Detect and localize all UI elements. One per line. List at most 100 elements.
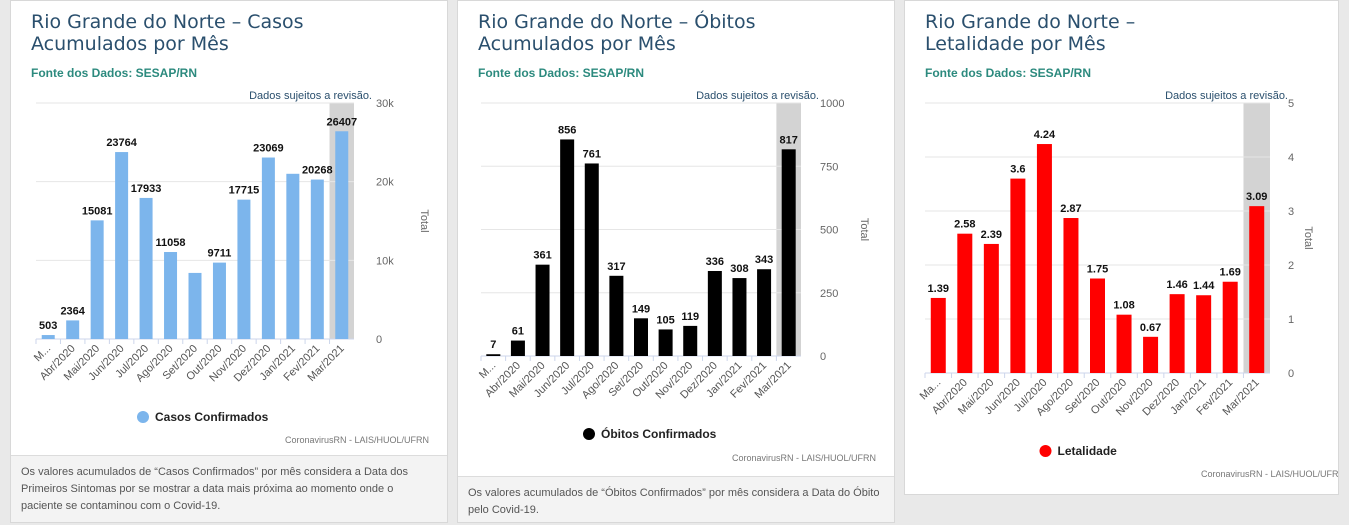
y-tick-label: 0 xyxy=(820,351,826,363)
data-label: 105 xyxy=(656,314,674,326)
data-label: 7 xyxy=(490,339,496,351)
chart-credit: CoronavirusRN - LAIS/HUOL/UFRN xyxy=(285,435,429,445)
bar xyxy=(560,139,575,356)
bar xyxy=(1036,144,1052,373)
data-label: 20268 xyxy=(302,165,333,177)
card-casos: Rio Grande do Norte – Casos Acumulados p… xyxy=(10,0,448,523)
bar xyxy=(41,335,55,339)
data-label: 2.39 xyxy=(981,229,1002,241)
data-label: 2364 xyxy=(60,305,85,317)
data-label: 149 xyxy=(632,303,650,315)
data-label: 1.39 xyxy=(928,283,949,295)
data-label: 17715 xyxy=(229,185,260,197)
legend-marker xyxy=(1039,445,1052,457)
footnote: Os valores acumulados de “Óbitos Confirm… xyxy=(458,476,894,522)
card-letalidade: Rio Grande do Norte – Letalidade por Mês… xyxy=(904,0,1339,495)
bar xyxy=(237,199,251,339)
data-label: 1.08 xyxy=(1113,300,1134,312)
y-tick-label: 2 xyxy=(1288,260,1294,272)
bar xyxy=(983,243,999,373)
bar xyxy=(188,272,202,339)
bar xyxy=(212,262,226,339)
data-label: 761 xyxy=(583,148,601,160)
revision-note: Dados sujeitos a revisão. xyxy=(696,90,819,102)
bar xyxy=(335,131,349,339)
y-tick-label: 1 xyxy=(1288,314,1294,326)
data-label: 503 xyxy=(39,320,57,332)
data-label: 23069 xyxy=(253,143,284,155)
bar xyxy=(1249,206,1265,373)
legend-marker xyxy=(583,428,595,440)
bar xyxy=(1063,218,1079,373)
bar xyxy=(261,157,275,339)
data-label: 3.09 xyxy=(1246,191,1267,203)
data-label: 1.75 xyxy=(1087,264,1108,276)
legend-label: Casos Confirmados xyxy=(155,410,269,424)
data-label: 2.58 xyxy=(954,219,975,231)
data-label: 361 xyxy=(533,250,551,262)
bar xyxy=(781,149,796,356)
data-label: 9711 xyxy=(208,248,232,260)
bar xyxy=(310,179,324,339)
bar xyxy=(757,269,772,356)
data-label: 4.24 xyxy=(1034,129,1056,141)
y-tick-label: 1000 xyxy=(820,98,844,110)
card-obitos: Rio Grande do Norte – Óbitos Acumulados … xyxy=(457,0,895,523)
revision-note: Dados sujeitos a revisão. xyxy=(1165,90,1288,102)
bar xyxy=(683,325,698,356)
data-source: Fonte dos Dados: SESAP/RN xyxy=(478,66,645,80)
chart-casos: 0 10k 20k 30k Dados sujeitos a revisão. Total… xyxy=(32,90,430,445)
bar xyxy=(139,197,153,339)
data-label: 2.87 xyxy=(1060,203,1081,215)
chart-credit: CoronavirusRN - LAIS/HUOL/UFRN xyxy=(1201,469,1338,479)
bar xyxy=(1169,294,1185,373)
y-tick-label: 20k xyxy=(376,177,394,189)
bar xyxy=(66,320,80,339)
data-label: 856 xyxy=(558,124,576,136)
data-label: 1.69 xyxy=(1219,267,1240,279)
bar xyxy=(1010,178,1026,373)
bar xyxy=(609,275,624,356)
bar xyxy=(510,340,525,356)
data-label: 343 xyxy=(755,254,773,266)
bar xyxy=(634,318,648,356)
data-label: 61 xyxy=(512,326,524,338)
bar xyxy=(584,163,599,356)
bar xyxy=(930,297,946,373)
y-tick-label: 10k xyxy=(376,255,394,267)
card-title: Rio Grande do Norte – Óbitos Acumulados … xyxy=(478,11,756,55)
card-title: Rio Grande do Norte – Letalidade por Mês xyxy=(925,11,1136,55)
bar xyxy=(1222,281,1238,373)
data-label: 17933 xyxy=(131,183,162,195)
bar xyxy=(732,278,747,356)
data-label: 3.6 xyxy=(1010,164,1025,176)
y-tick-label: 3 xyxy=(1288,206,1294,218)
data-label: 317 xyxy=(607,261,625,273)
data-label: 11058 xyxy=(156,237,186,249)
data-source: Fonte dos Dados: SESAP/RN xyxy=(31,66,198,80)
y-tick-label: 4 xyxy=(1288,152,1294,164)
bar xyxy=(486,354,501,356)
y-tick-label: 750 xyxy=(820,161,838,173)
y-tick-label: 0 xyxy=(1288,368,1294,380)
bar xyxy=(164,252,178,339)
y-tick-label: 0 xyxy=(376,334,382,346)
bar xyxy=(1143,336,1159,373)
data-label: 336 xyxy=(706,256,724,268)
data-label: 1.46 xyxy=(1166,279,1187,291)
bar xyxy=(1116,314,1132,373)
y-tick-label: 30k xyxy=(376,98,394,110)
data-label: 119 xyxy=(681,311,699,323)
y-axis-title: Total xyxy=(858,218,870,241)
bar xyxy=(286,173,300,339)
bar xyxy=(957,233,973,373)
card-title: Rio Grande do Norte – Casos Acumulados p… xyxy=(31,11,304,55)
data-label: 0.67 xyxy=(1140,322,1161,334)
y-tick-label: 5 xyxy=(1288,98,1294,110)
bar xyxy=(115,152,129,339)
data-label: 15081 xyxy=(82,205,113,217)
data-label: 1.44 xyxy=(1193,280,1215,292)
data-label: 26407 xyxy=(326,116,357,128)
